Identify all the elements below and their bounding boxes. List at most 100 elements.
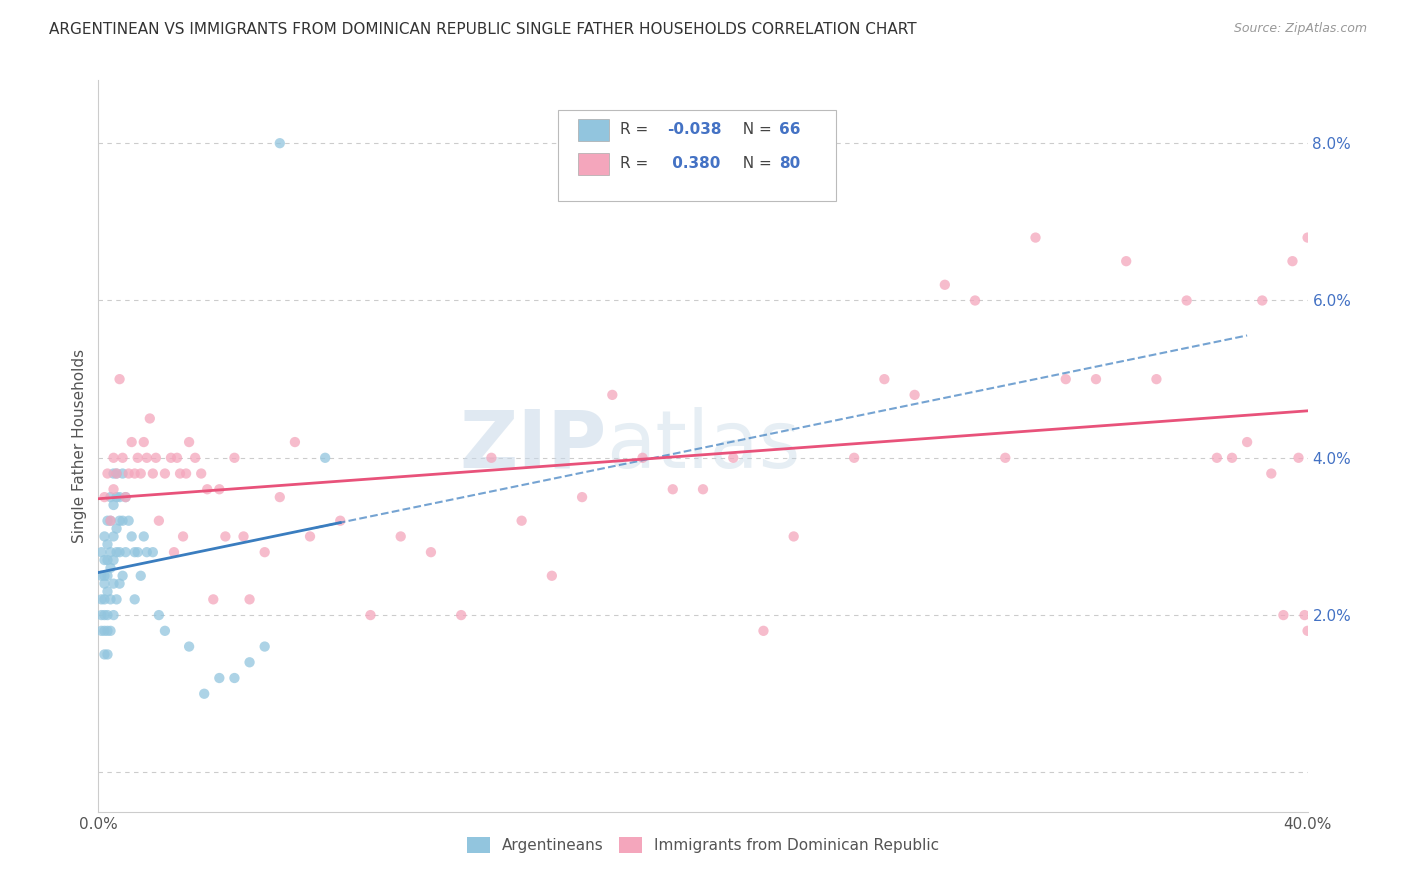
Point xyxy=(100,490,122,504)
Point xyxy=(129,467,152,481)
Point xyxy=(132,529,155,543)
Point xyxy=(389,529,412,543)
Point xyxy=(100,592,122,607)
Point xyxy=(96,514,118,528)
Point xyxy=(103,608,125,623)
Point xyxy=(253,640,276,654)
Point xyxy=(844,450,866,465)
Point xyxy=(103,450,125,465)
Point xyxy=(1296,624,1319,638)
Point xyxy=(96,467,118,481)
Point xyxy=(450,608,472,623)
Point xyxy=(100,561,122,575)
Point xyxy=(172,529,194,543)
Point xyxy=(121,435,143,450)
Point xyxy=(965,293,987,308)
Point xyxy=(1294,608,1316,623)
Point xyxy=(179,435,201,450)
Point xyxy=(631,450,654,465)
Point xyxy=(105,592,128,607)
Point xyxy=(93,624,115,638)
Point xyxy=(224,450,246,465)
Point xyxy=(723,450,745,465)
Point xyxy=(145,450,167,465)
Point xyxy=(1054,372,1077,386)
Point xyxy=(1281,254,1303,268)
Point xyxy=(783,529,806,543)
Point xyxy=(127,450,149,465)
Y-axis label: Single Father Households: Single Father Households xyxy=(72,349,87,543)
Point xyxy=(111,450,134,465)
Point xyxy=(1115,254,1137,268)
Point xyxy=(239,655,262,669)
Point xyxy=(96,553,118,567)
Point xyxy=(96,537,118,551)
Point xyxy=(114,545,136,559)
Point xyxy=(93,592,115,607)
Point xyxy=(118,467,141,481)
Point xyxy=(208,482,231,496)
Point xyxy=(96,648,118,662)
Point xyxy=(132,435,155,450)
Point xyxy=(118,514,141,528)
Point xyxy=(135,450,157,465)
Point xyxy=(253,545,276,559)
Point xyxy=(1085,372,1108,386)
Point xyxy=(1251,293,1274,308)
Point xyxy=(752,624,775,638)
Point xyxy=(174,467,197,481)
Point xyxy=(93,608,115,623)
Point xyxy=(692,482,714,496)
Point xyxy=(1220,450,1243,465)
Point xyxy=(160,450,183,465)
Text: -0.038: -0.038 xyxy=(666,122,721,137)
Point xyxy=(121,529,143,543)
Point xyxy=(540,568,562,582)
Point xyxy=(96,624,118,638)
Point xyxy=(96,608,118,623)
Point xyxy=(1175,293,1198,308)
Point xyxy=(1296,230,1319,244)
Point xyxy=(93,568,115,582)
Text: N =: N = xyxy=(734,122,778,137)
Point xyxy=(127,545,149,559)
Text: N =: N = xyxy=(734,155,778,170)
Text: 80: 80 xyxy=(779,155,800,170)
Point xyxy=(195,482,218,496)
Point xyxy=(148,608,170,623)
Point xyxy=(224,671,246,685)
Point xyxy=(105,490,128,504)
Point xyxy=(239,592,262,607)
Point xyxy=(114,490,136,504)
Point xyxy=(124,592,146,607)
Point xyxy=(108,545,131,559)
Point xyxy=(232,529,254,543)
Point xyxy=(103,576,125,591)
Point xyxy=(142,545,165,559)
Point xyxy=(90,608,112,623)
Point xyxy=(103,482,125,496)
Text: Source: ZipAtlas.com: Source: ZipAtlas.com xyxy=(1233,22,1367,36)
Point xyxy=(269,490,291,504)
Point xyxy=(103,498,125,512)
Text: ZIP: ZIP xyxy=(458,407,606,485)
Point xyxy=(139,411,162,425)
Point xyxy=(153,624,176,638)
Text: R =: R = xyxy=(620,122,652,137)
Point xyxy=(269,136,291,151)
Point xyxy=(124,545,146,559)
Text: atlas: atlas xyxy=(606,407,800,485)
Point xyxy=(420,545,443,559)
Point xyxy=(103,529,125,543)
Legend: Argentineans, Immigrants from Dominican Republic: Argentineans, Immigrants from Dominican … xyxy=(461,830,945,859)
Point xyxy=(1024,230,1046,244)
FancyBboxPatch shape xyxy=(578,119,609,141)
Point xyxy=(124,467,146,481)
Point xyxy=(129,568,152,582)
Point xyxy=(214,529,236,543)
Point xyxy=(153,467,176,481)
Point xyxy=(90,624,112,638)
Point xyxy=(111,514,134,528)
Point xyxy=(103,467,125,481)
Point xyxy=(105,467,128,481)
